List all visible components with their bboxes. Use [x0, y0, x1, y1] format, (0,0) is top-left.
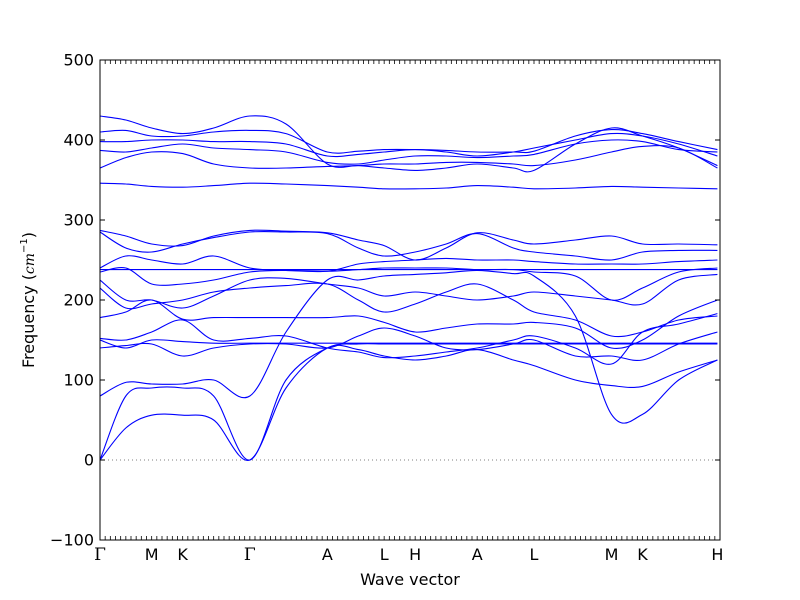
branch-line-18	[100, 132, 718, 158]
branch-line-13	[100, 230, 718, 261]
branch-line-19	[100, 129, 718, 154]
branch-line-8	[100, 282, 718, 338]
y-tick-label: 0	[84, 451, 94, 470]
x-tick-label-5: A	[322, 545, 333, 564]
y-tick-label: 100	[63, 371, 94, 390]
branch-line-7	[100, 299, 718, 349]
x-tick-label-2: M	[145, 545, 159, 564]
y-tick-label: 200	[63, 291, 94, 310]
y-axis-label-exponent: −1	[19, 238, 30, 253]
x-tick-label-11: K	[637, 545, 648, 564]
y-tick-label: 400	[63, 131, 94, 150]
branch-line-5	[100, 339, 718, 349]
x-axis-label: Wave vector	[360, 570, 460, 589]
x-tick-label-3: K	[177, 545, 188, 564]
y-axis-label-close: )	[19, 232, 38, 238]
branch-line-16	[100, 145, 718, 169]
branch-line-20	[100, 115, 718, 173]
plot-frame	[99, 59, 721, 541]
y-axis-label-unit: cm	[22, 253, 38, 274]
phonon-branches	[100, 115, 718, 461]
x-tick-label-9: L	[530, 545, 539, 564]
branch-line-4	[100, 327, 718, 361]
x-tick-label-12: H	[711, 545, 723, 564]
x-tick-label-10: M	[605, 545, 619, 564]
x-tick-label-8: A	[472, 545, 483, 564]
y-axis-label-text: Frequency (	[19, 274, 38, 368]
branch-line-3	[100, 269, 718, 424]
branch-line-14	[100, 229, 718, 261]
y-axis-label-group: Frequency (cm−1)	[19, 232, 38, 368]
y-axis-ticks: −100 0 100 200 300 400 500	[50, 51, 720, 550]
y-axis-label: Frequency (cm−1)	[19, 232, 38, 368]
x-tick-label-6: L	[380, 545, 389, 564]
x-axis-ticks	[99, 60, 721, 540]
x-tick-label-4: Γ	[244, 545, 256, 565]
x-tick-label-1: Γ	[94, 545, 106, 565]
y-tick-label: −100	[50, 531, 94, 550]
x-tick-label-7: H	[409, 545, 421, 564]
y-tick-label: 300	[63, 211, 94, 230]
branch-line-6	[100, 313, 718, 365]
y-tick-label: 500	[63, 51, 94, 70]
branch-line-1	[100, 344, 718, 461]
branch-line-9	[100, 273, 718, 309]
branch-line-17	[100, 139, 718, 165]
branch-line-2	[100, 343, 718, 461]
branch-line-12	[100, 255, 718, 273]
branch-line-10	[100, 267, 718, 301]
branch-line-15	[100, 182, 718, 190]
